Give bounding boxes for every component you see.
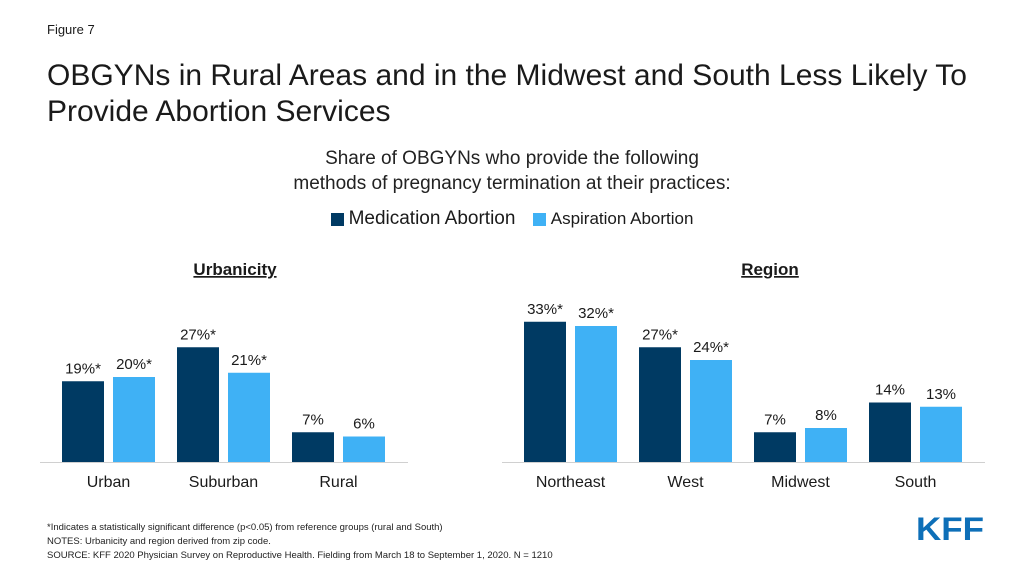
urbanicity-category-label: Urban xyxy=(87,474,131,491)
chart-subtitle: Share of OBGYNs who provide the followin… xyxy=(0,146,1024,196)
region-data-label: 32%* xyxy=(578,305,614,322)
urbanicity-data-label: 6% xyxy=(353,416,375,433)
urbanicity-data-label: 20%* xyxy=(116,356,152,373)
bar-chart: Urbanicity 19%* 20%* Urban 27%* 21%* Suburban 7… xyxy=(40,260,985,491)
region-data-label: 7% xyxy=(764,411,786,428)
legend-label-medication: Medication Abortion xyxy=(348,208,516,229)
urbanicity-data-label: 21%* xyxy=(231,352,267,369)
legend-item-aspiration: Aspiration Abortion xyxy=(532,209,694,229)
region-category-label: Northeast xyxy=(536,474,606,491)
region-bar-aspiration xyxy=(575,326,617,462)
urbanicity-category-label: Suburban xyxy=(189,474,258,491)
figure-label: Figure 7 xyxy=(47,22,95,37)
region-bar-aspiration xyxy=(690,360,732,462)
note-source: SOURCE: KFF 2020 Physician Survey on Rep… xyxy=(47,550,553,561)
subtitle-line-2: methods of pregnancy termination at thei… xyxy=(293,173,731,194)
note-significance: *Indicates a statistically significant d… xyxy=(47,522,443,533)
region-data-label: 14% xyxy=(875,382,905,399)
region-bar-medication xyxy=(524,321,566,462)
urbanicity-bar-aspiration xyxy=(113,377,155,462)
urbanicity-bar-aspiration xyxy=(343,436,385,462)
region-panel-title: Region xyxy=(741,260,799,279)
urbanicity-bar-medication xyxy=(292,432,334,462)
region-bar-medication xyxy=(754,432,796,462)
urbanicity-bar-medication xyxy=(62,381,104,462)
region-data-label: 27%* xyxy=(642,326,678,343)
legend-item-medication: Medication Abortion xyxy=(330,208,516,230)
region-category-label: South xyxy=(895,474,937,491)
region-bar-medication xyxy=(639,347,681,462)
urbanicity-bar-medication xyxy=(177,347,219,462)
subtitle-line-1: Share of OBGYNs who provide the followin… xyxy=(325,148,699,169)
region-data-label: 24%* xyxy=(693,339,729,356)
region-data-label: 13% xyxy=(926,386,956,403)
urbanicity-data-label: 27%* xyxy=(180,326,216,343)
region-category-label: Midwest xyxy=(771,474,830,491)
kff-logo-text: KFF xyxy=(916,513,984,543)
note-derivation: NOTES: Urbanicity and region derived fro… xyxy=(47,536,271,547)
urbanicity-category-label: Rural xyxy=(319,474,357,491)
legend: Medication Abortion Aspiration Abortion xyxy=(0,208,1024,232)
urbanicity-data-label: 19%* xyxy=(65,360,101,377)
legend-swatch-aspiration xyxy=(532,212,546,226)
urbanicity-bar-aspiration xyxy=(228,372,270,462)
region-data-label: 33%* xyxy=(527,301,563,318)
urbanicity-panel-title: Urbanicity xyxy=(193,260,277,279)
region-category-label: West xyxy=(667,474,704,491)
region-bar-aspiration xyxy=(920,406,962,462)
chart-title: OBGYNs in Rural Areas and in the Midwest… xyxy=(47,59,967,128)
legend-swatch-medication xyxy=(330,212,344,226)
region-data-label: 8% xyxy=(815,407,837,424)
kff-logo: KFF xyxy=(916,513,984,543)
urbanicity-data-label: 7% xyxy=(302,411,324,428)
region-bar-aspiration xyxy=(805,428,847,462)
legend-label-aspiration: Aspiration Abortion xyxy=(550,209,694,228)
chart-notes: *Indicates a statistically significant d… xyxy=(47,521,553,563)
region-bar-medication xyxy=(869,402,911,462)
